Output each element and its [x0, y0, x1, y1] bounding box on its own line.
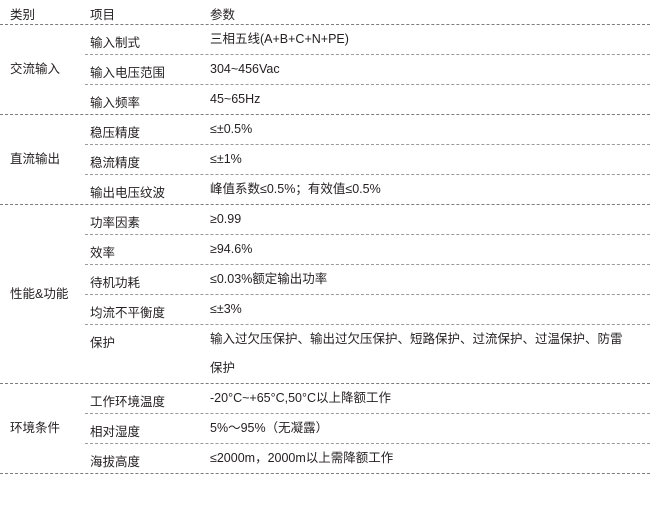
row-parameter-value: ≥0.99 — [210, 212, 242, 226]
section-divider — [0, 204, 650, 205]
section-divider — [0, 24, 650, 25]
row-parameter-value: ≥94.6% — [210, 242, 253, 256]
table-row: 效率 ≥94.6% — [85, 235, 650, 264]
row-item-label: 海拔高度 — [90, 455, 141, 469]
specification-table: 类别 项目 参数 交流输入 输入制式 三相五线(A+B+C+N+PE) 输入电压… — [0, 0, 650, 474]
row-parameter-value: ≤±0.5% — [210, 122, 253, 136]
row-item-label: 工作环境温度 — [90, 395, 166, 409]
row-divider — [85, 294, 650, 295]
table-row: 输入电压范围 304~456Vac — [85, 55, 650, 84]
row-divider — [85, 144, 650, 145]
row-item-label: 输入制式 — [90, 36, 141, 50]
table-group: 环境条件 工作环境温度 -20°C~+65°C,50°C以上降额工作 相对湿度 … — [0, 384, 650, 473]
row-item-label: 保护 — [90, 336, 116, 350]
row-parameter-value: 45~65Hz — [210, 92, 261, 106]
row-item-label: 均流不平衡度 — [90, 306, 166, 320]
group-rows: 工作环境温度 -20°C~+65°C,50°C以上降额工作 相对湿度 5%～95… — [85, 384, 650, 473]
row-item-label: 输入频率 — [90, 96, 141, 110]
table-row: 输出电压纹波 峰值系数≤0.5%；有效值≤0.5% — [85, 175, 650, 204]
table-row: 输入制式 三相五线(A+B+C+N+PE) — [85, 25, 650, 54]
section-divider — [0, 473, 650, 474]
group-label-ac-input: 交流输入 — [10, 62, 61, 77]
row-parameter-value: 输入过欠压保护、输出过欠压保护、短路保护、过流保护、过温保护、防雷保护 — [210, 332, 623, 375]
group-rows: 输入制式 三相五线(A+B+C+N+PE) 输入电压范围 304~456Vac … — [85, 25, 650, 114]
row-parameter-value: 304~456Vac — [210, 62, 280, 76]
row-divider — [85, 174, 650, 175]
table-row: 相对湿度 5%～95%（无凝露） — [85, 414, 650, 443]
row-item-label: 稳压精度 — [90, 126, 141, 140]
table-row: 待机功耗 ≤0.03%额定输出功率 — [85, 265, 650, 294]
table-group: 直流输出 稳压精度 ≤±0.5% 稳流精度 ≤±1% 输出电压纹波 峰值系数≤0… — [0, 115, 650, 204]
table-group: 性能&功能 功率因素 ≥0.99 效率 ≥94.6% 待机功耗 ≤0.03%额定… — [0, 205, 650, 383]
group-label-performance-function: 性能&功能 — [10, 286, 69, 301]
row-parameter-value: -20°C~+65°C,50°C以上降额工作 — [210, 391, 392, 405]
row-divider — [85, 84, 650, 85]
row-divider — [85, 324, 650, 325]
row-divider — [85, 443, 650, 444]
row-divider — [85, 413, 650, 414]
row-parameter-value: 5%～95%（无凝露） — [210, 421, 329, 435]
table-row: 功率因素 ≥0.99 — [85, 205, 650, 234]
table-row: 稳压精度 ≤±0.5% — [85, 115, 650, 144]
table-row: 保护 输入过欠压保护、输出过欠压保护、短路保护、过流保护、过温保护、防雷保护 — [85, 325, 650, 383]
row-item-label: 相对湿度 — [90, 425, 141, 439]
row-item-label: 功率因素 — [90, 216, 141, 230]
row-divider — [85, 54, 650, 55]
table-group: 交流输入 输入制式 三相五线(A+B+C+N+PE) 输入电压范围 304~45… — [0, 25, 650, 114]
group-rows: 功率因素 ≥0.99 效率 ≥94.6% 待机功耗 ≤0.03%额定输出功率 均… — [85, 205, 650, 383]
header-parameter: 参数 — [210, 7, 236, 22]
header-item: 项目 — [90, 7, 116, 22]
row-parameter-value: ≤±1% — [210, 152, 242, 166]
table-row: 工作环境温度 -20°C~+65°C,50°C以上降额工作 — [85, 384, 650, 413]
table-row: 均流不平衡度 ≤±3% — [85, 295, 650, 324]
row-divider — [85, 264, 650, 265]
group-label-environmental-conditions: 环境条件 — [10, 421, 61, 436]
table-row: 海拔高度 ≤2000m，2000m以上需降额工作 — [85, 444, 650, 473]
table-row: 输入频率 45~65Hz — [85, 85, 650, 114]
row-item-label: 稳流精度 — [90, 156, 141, 170]
row-item-label: 待机功耗 — [90, 276, 141, 290]
row-parameter-value: ≤±3% — [210, 302, 242, 316]
row-divider — [85, 234, 650, 235]
header-category: 类别 — [10, 7, 36, 22]
row-item-label: 输入电压范围 — [90, 66, 166, 80]
section-divider — [0, 383, 650, 384]
table-header-row: 类别 项目 参数 — [0, 0, 650, 24]
row-parameter-value: 三相五线(A+B+C+N+PE) — [210, 32, 349, 46]
table-row: 稳流精度 ≤±1% — [85, 145, 650, 174]
row-item-label: 效率 — [90, 246, 116, 260]
row-parameter-value: ≤2000m，2000m以上需降额工作 — [210, 451, 394, 465]
group-label-dc-output: 直流输出 — [10, 152, 61, 167]
row-item-label: 输出电压纹波 — [90, 186, 166, 200]
section-divider — [0, 114, 650, 115]
row-parameter-value: 峰值系数≤0.5%；有效值≤0.5% — [210, 182, 381, 196]
row-parameter-value: ≤0.03%额定输出功率 — [210, 272, 328, 286]
group-rows: 稳压精度 ≤±0.5% 稳流精度 ≤±1% 输出电压纹波 峰值系数≤0.5%；有… — [85, 115, 650, 204]
